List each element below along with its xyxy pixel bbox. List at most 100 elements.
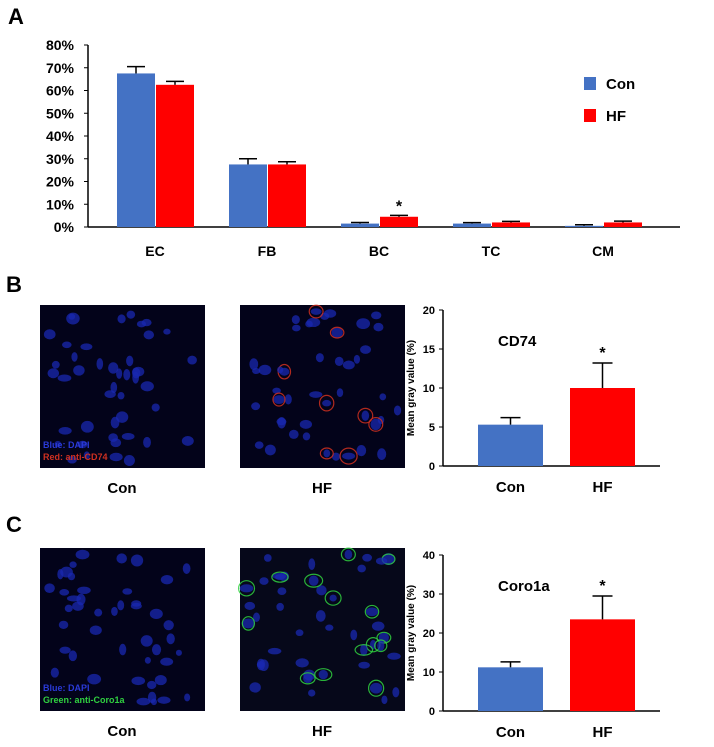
- nucleus: [356, 445, 367, 457]
- stained-cell: [324, 590, 342, 606]
- y-tick-label: 0: [429, 706, 435, 718]
- y-tick-label: 30: [423, 589, 435, 601]
- y-tick-label: 10%: [46, 196, 75, 212]
- y-tick-label: 15: [423, 344, 435, 356]
- x-tick-label: HF: [593, 724, 613, 741]
- nucleus: [325, 624, 334, 631]
- nucleus: [274, 574, 285, 581]
- stained-cell: [367, 679, 385, 697]
- nucleus: [323, 309, 337, 318]
- nucleus: [110, 438, 122, 448]
- nucleus: [370, 418, 382, 431]
- nucleus: [277, 587, 287, 595]
- panel-label-b: B: [6, 272, 22, 297]
- nucleus: [50, 667, 59, 678]
- nucleus: [249, 358, 259, 371]
- micrographs-c: Con HF Blue: DAPI Green: anti-Coro1a: [40, 547, 405, 740]
- bar-hf: [570, 619, 635, 711]
- stained-cell: [376, 631, 392, 644]
- nucleus: [315, 353, 324, 363]
- nucleus: [44, 583, 55, 594]
- nucleus: [51, 360, 60, 369]
- nucleus: [357, 564, 366, 573]
- nucleus: [258, 659, 269, 672]
- stained-cell: [237, 580, 256, 597]
- nucleus: [291, 315, 300, 325]
- bar-con: [565, 225, 603, 227]
- nucleus: [77, 440, 88, 449]
- nucleus: [140, 635, 153, 647]
- nucleus: [273, 395, 285, 405]
- x-tick-label: FB: [258, 243, 277, 259]
- stained-cell: [340, 547, 356, 562]
- y-axis-label: Mean gray value (%): [406, 340, 417, 436]
- stained-cell: [357, 407, 374, 424]
- significance-mark: *: [396, 198, 403, 215]
- nucleus: [62, 341, 72, 349]
- stained-cell: [304, 573, 324, 588]
- nucleus: [392, 687, 400, 698]
- nucleus: [72, 601, 84, 611]
- nucleus: [184, 693, 191, 702]
- nucleus: [360, 644, 368, 656]
- image-caption: HF: [312, 723, 332, 740]
- bar-con: [341, 223, 379, 227]
- chart-title: Coro1a: [498, 578, 550, 595]
- nucleus: [369, 682, 383, 694]
- nucleus: [73, 365, 85, 376]
- nucleus: [308, 575, 319, 586]
- nucleus: [96, 358, 104, 370]
- nucleus: [58, 620, 69, 629]
- y-tick-label: 10: [423, 383, 435, 395]
- nucleus: [375, 557, 388, 565]
- nucleus: [181, 435, 194, 446]
- nucleus: [117, 600, 125, 611]
- chart-c: 0 10 20 30 40 Mean gray value (%) Coro1a Con HF *: [406, 550, 660, 741]
- nucleus: [143, 330, 155, 340]
- nucleus: [258, 364, 272, 376]
- nucleus: [272, 387, 281, 394]
- nucleus: [379, 393, 387, 401]
- nucleus: [360, 345, 372, 354]
- nucleus: [154, 675, 167, 686]
- panel-label-c: C: [6, 512, 22, 537]
- nucleus: [365, 607, 379, 617]
- nucleus: [126, 355, 134, 367]
- stain-legend: Blue: DAPI: [43, 440, 90, 450]
- image-caption: Con: [107, 723, 136, 740]
- nucleus: [69, 561, 77, 568]
- nucleus: [267, 647, 282, 655]
- nucleus: [387, 652, 401, 660]
- x-tick-label: Con: [496, 479, 525, 496]
- legend-swatch-hf: [584, 109, 596, 122]
- nucleus: [59, 589, 70, 596]
- nucleus: [350, 629, 358, 641]
- nucleus: [276, 602, 284, 611]
- stain-legend: Green: anti-Coro1a: [43, 695, 126, 705]
- nucleus: [43, 329, 56, 340]
- nucleus: [358, 661, 370, 669]
- legend-label: HF: [606, 108, 626, 125]
- nucleus: [371, 311, 382, 320]
- significance-mark: *: [599, 345, 606, 362]
- nucleus: [305, 320, 313, 328]
- nucleus: [344, 549, 353, 560]
- nucleus: [331, 452, 341, 461]
- nucleus: [253, 612, 260, 623]
- stained-cell: [308, 304, 324, 319]
- nucleus: [111, 606, 118, 616]
- legend-swatch-con: [584, 77, 596, 90]
- nucleus: [353, 354, 361, 364]
- nucleus: [377, 448, 387, 460]
- nucleus: [263, 554, 272, 562]
- y-axis-label: Mean gray value (%): [406, 585, 417, 681]
- nucleus: [308, 558, 316, 570]
- nucleus: [249, 682, 261, 693]
- nucleus: [144, 656, 151, 664]
- nucleus: [329, 594, 337, 602]
- image-caption: Con: [107, 480, 136, 497]
- nucleus: [342, 452, 356, 460]
- y-tick-label: 80%: [46, 37, 75, 53]
- nucleus: [147, 680, 157, 690]
